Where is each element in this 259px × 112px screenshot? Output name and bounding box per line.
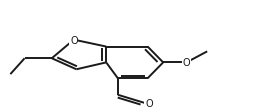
Text: O: O [70,35,78,45]
Text: O: O [145,98,153,108]
Text: O: O [183,58,190,68]
